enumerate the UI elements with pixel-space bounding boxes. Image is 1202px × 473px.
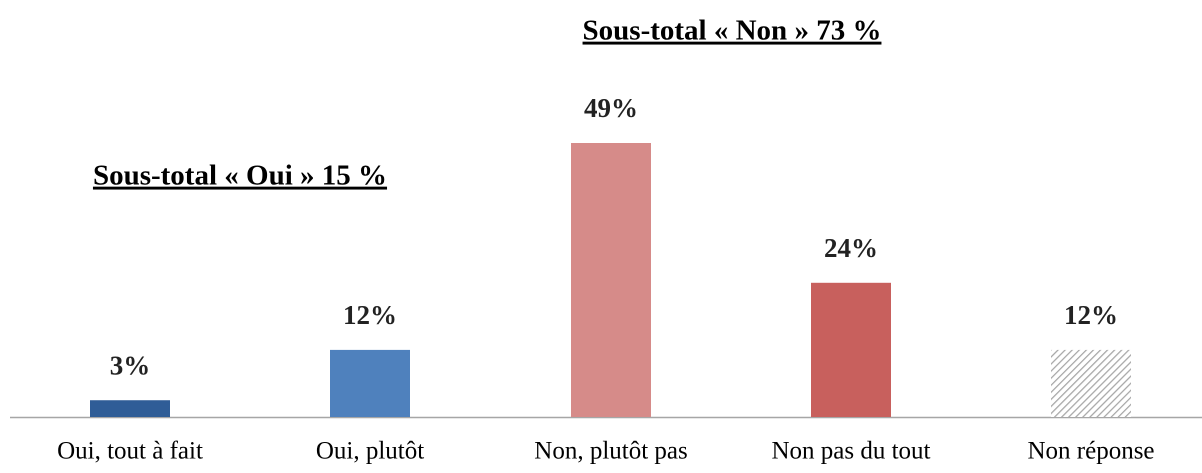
bar [571, 143, 651, 417]
x-tick-label: Non pas du tout [771, 438, 930, 465]
value-label: 49% [584, 93, 638, 123]
value-label: 12% [1064, 300, 1118, 330]
bar [330, 349, 410, 417]
x-tick-label: Oui, tout à fait [57, 438, 203, 465]
x-tick-label: Non réponse [1027, 438, 1154, 465]
bar [90, 400, 170, 417]
value-label: 12% [343, 300, 397, 330]
x-tick-label: Non, plutôt pas [534, 438, 687, 465]
bar [1051, 349, 1131, 417]
annotation-oui: Sous-total « Oui » 15 % [93, 160, 387, 192]
annotation-non: Sous-total « Non » 73 % [583, 15, 882, 47]
value-label: 3% [110, 350, 151, 380]
value-label: 24% [824, 233, 878, 263]
x-tick-label: Oui, plutôt [316, 438, 424, 465]
bar [811, 282, 891, 417]
